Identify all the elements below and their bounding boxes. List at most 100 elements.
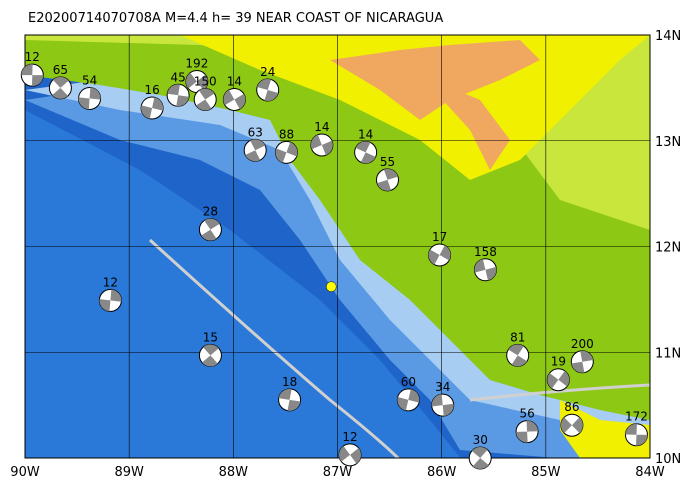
depth-label: 54 [82,73,97,87]
focal-mechanism: 14 [354,127,378,164]
compression-quadrant [167,84,180,96]
depth-label: 15 [203,330,218,344]
focal-mechanism: 63 [243,125,267,162]
compression-quadrant [560,417,572,434]
compression-quadrant [203,344,219,356]
depth-label: 55 [380,155,395,169]
compression-quadrant [152,97,164,111]
depth-label: 192 [185,57,208,71]
focal-mechanism: 12 [98,275,122,312]
compression-quadrant [201,229,217,241]
compression-quadrant [350,448,362,464]
compression-quadrant [558,370,570,387]
compression-quadrant [635,434,648,446]
depth-label: 16 [144,83,159,97]
focal-mechanism: 81 [506,330,530,367]
compression-quadrant [310,134,322,150]
compression-quadrant [625,423,637,435]
depth-label: 172 [625,410,648,424]
depth-label: 28 [203,205,218,219]
terrain [25,35,650,458]
focal-mechanism: 88 [274,127,298,164]
focal-mechanism: 14 [222,75,246,112]
compression-quadrant [176,95,190,107]
y-tick-label: 10N [655,452,681,467]
compression-quadrant [547,373,559,389]
focal-mechanism: 14 [310,120,334,157]
compression-quadrant [571,417,583,434]
depth-label: 60 [401,375,416,389]
y-tick-label: 12N [655,241,681,256]
compression-quadrant [471,447,488,458]
compression-quadrant [321,140,333,156]
focal-mechanism: 12 [20,50,44,87]
compression-quadrant [287,399,301,411]
x-tick-label: 85W [531,465,561,480]
focal-mechanism: 60 [396,375,420,412]
depth-label: 45 [170,70,185,84]
focal-mechanism: 16 [140,83,164,120]
focal-mechanism: 172 [624,410,648,447]
focal-mechanism: 54 [78,73,102,110]
compression-quadrant [234,93,246,110]
depth-label: 56 [519,407,534,421]
focal-mechanism: 12 [338,430,362,467]
compression-quadrant [185,72,197,89]
focal-mechanism: 65 [48,63,72,100]
focal-mechanism: 200 [570,337,594,374]
y-tick-label: 11N [655,346,681,361]
focal-mechanism: 34 [431,380,455,417]
depth-label: 63 [248,125,263,139]
focal-mechanism: 24 [256,65,280,102]
x-tick-label: 86W [427,465,457,480]
focal-mechanism: 55 [376,155,399,192]
compression-quadrant [431,394,443,407]
focal-mechanism: 17 [428,230,452,267]
depth-label: 81 [510,330,525,344]
compression-quadrant [198,88,215,100]
depth-label: 30 [473,433,488,447]
depth-label: 17 [432,230,447,244]
focal-mechanism: 86 [560,400,584,437]
compression-quadrant [264,89,279,101]
compression-quadrant [223,89,235,106]
focal-mechanism: 15 [198,330,222,367]
compression-quadrant [250,139,266,151]
x-tick-label: 90W [10,465,40,480]
depth-label: 200 [571,337,594,351]
compression-quadrant [339,445,350,462]
compression-quadrant [78,97,90,110]
focal-mechanism: 158 [473,245,497,282]
compression-quadrant [472,458,489,470]
compression-quadrant [474,259,486,273]
focal-mechanism: 30 [468,433,492,470]
depth-label: 19 [551,355,566,369]
compression-quadrant [511,355,528,367]
compression-quadrant [571,361,585,373]
compression-quadrant [275,148,287,163]
compression-quadrant [141,105,153,119]
compression-quadrant [383,168,399,180]
compression-quadrant [376,179,392,191]
x-tick-label: 89W [114,465,144,480]
compression-quadrant [508,344,524,356]
focal-mechanism: 56 [515,407,539,444]
depth-label: 12 [103,275,118,289]
map-title: E20200714070708A M=4.4 h= 39 NEAR COAST … [28,11,443,26]
focal-mechanism: 45 [166,70,190,107]
x-tick-label: 88W [219,465,249,480]
compression-quadrant [196,99,212,111]
x-tick-label: 87W [323,465,353,480]
y-tick-label: 13N [655,135,681,150]
depth-label: 14 [358,127,373,141]
compression-quadrant [257,78,272,90]
compression-quadrant [196,74,208,91]
depth-label: 14 [314,120,329,134]
compression-quadrant [110,289,122,302]
compression-quadrant [442,403,454,417]
depth-label: 88 [279,127,294,141]
compression-quadrant [278,388,292,400]
depth-label: 12 [25,50,40,64]
